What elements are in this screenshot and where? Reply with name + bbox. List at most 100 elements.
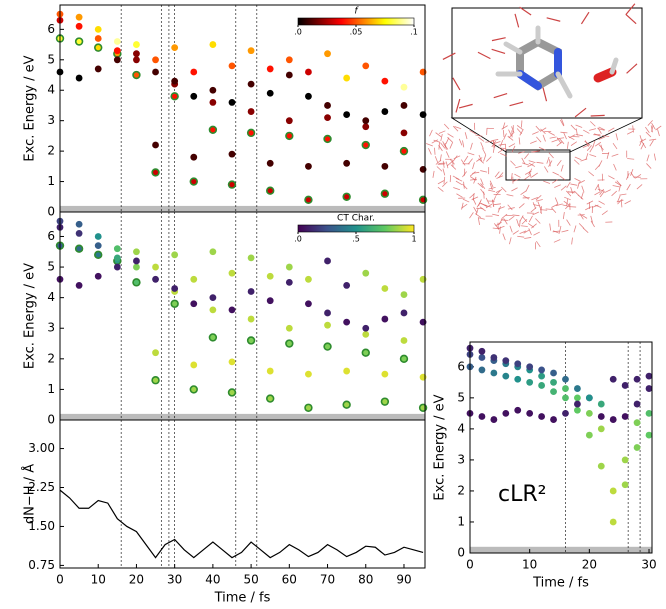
state-point [266, 367, 274, 375]
state-point [478, 354, 486, 361]
h-atom [555, 71, 573, 99]
state-point [113, 38, 121, 45]
state-point [362, 117, 370, 125]
axes-frame [469, 341, 653, 554]
water-molecule [469, 212, 474, 219]
state-point [266, 186, 275, 195]
water-molecule [566, 181, 571, 189]
state-point [133, 263, 140, 271]
water-molecule [452, 155, 458, 162]
state-point [266, 297, 274, 305]
water-molecule [601, 210, 608, 216]
water-molecule [568, 136, 575, 141]
state-point [227, 180, 237, 189]
water-molecule [566, 219, 571, 226]
state-point [633, 419, 641, 427]
colorbar-label: CT Char. [337, 214, 375, 224]
water-molecule [630, 168, 634, 176]
water-molecule [575, 128, 578, 136]
water-molecule [570, 124, 577, 131]
state-point [526, 363, 534, 371]
water-molecule [573, 159, 580, 165]
water-molecule [469, 193, 475, 199]
water-molecule [560, 131, 568, 134]
water-molecule [462, 198, 470, 203]
state-point [151, 376, 160, 385]
state-point [324, 114, 331, 122]
water-molecule [511, 145, 516, 153]
water-molecule [453, 187, 461, 191]
state-point [323, 342, 332, 351]
water-molecule [519, 230, 527, 235]
water-molecule [493, 141, 501, 145]
water-molecule [546, 156, 550, 164]
water-molecule [475, 213, 482, 218]
water-molecule [594, 191, 601, 196]
water-molecule [479, 206, 486, 212]
colorbar-tick-label: .0 [294, 28, 302, 37]
colorbar-tick-label: .5 [352, 235, 360, 244]
shaded-band [470, 546, 652, 553]
water-molecule [594, 141, 602, 147]
water-molecule [625, 13, 637, 25]
water-molecule [433, 139, 441, 143]
water-molecule [478, 199, 482, 206]
water-molecule [437, 186, 444, 192]
state-point [362, 62, 370, 70]
x-axis-label: Time / fs [214, 591, 271, 606]
state-point [75, 282, 83, 289]
water-molecule [432, 170, 435, 178]
water-molecule [568, 134, 576, 139]
water-molecule [469, 171, 476, 177]
state-point [324, 321, 331, 329]
water-molecule [502, 122, 506, 130]
y-tick-label: 4 [47, 83, 55, 97]
state-point [170, 92, 179, 101]
water-molecule [580, 158, 588, 162]
state-point [305, 275, 312, 283]
water-molecule [644, 126, 650, 134]
state-point [362, 269, 370, 277]
water-molecule [574, 156, 582, 161]
water-molecule [491, 48, 506, 54]
state-point [266, 89, 274, 97]
state-point [227, 388, 237, 397]
state-point [526, 378, 534, 386]
state-point [75, 220, 83, 228]
water-molecule [528, 228, 532, 235]
water-molecule [495, 188, 503, 193]
x-tick-label: 30 [167, 573, 182, 587]
water-molecule [597, 188, 605, 192]
y-axis-label: Exc. Energy / eV [23, 55, 38, 161]
y-tick-label: 2.25 [28, 480, 55, 494]
water-molecule [585, 206, 592, 211]
state-point [490, 369, 498, 377]
state-point [305, 300, 312, 308]
panel: 0 1 2 3 4 5 6 0 10 20 30 Time / fs Exc. Energy / eV c… [433, 341, 657, 591]
y-tick-label: 3.00 [28, 441, 55, 455]
y-tick-label: 3 [47, 321, 55, 335]
state-point [550, 369, 557, 377]
state-point [285, 117, 293, 125]
water-molecule [562, 204, 570, 207]
state-point [645, 385, 653, 392]
state-point [550, 388, 557, 396]
water-molecule [535, 125, 541, 132]
water-molecule [611, 153, 619, 157]
state-point [343, 367, 351, 375]
water-molecule [438, 130, 446, 134]
state-point [189, 385, 198, 394]
water-molecule [612, 142, 618, 150]
water-molecule [604, 189, 611, 194]
water-molecule [535, 194, 542, 201]
water-molecule [518, 203, 525, 209]
y-tick-label: 0.75 [28, 558, 55, 572]
water-molecule [517, 235, 525, 238]
axes-frame [59, 419, 426, 569]
water-molecule [486, 156, 492, 162]
water-molecule [570, 183, 578, 186]
state-point [228, 358, 236, 366]
y-axis-label: Exc. Energy / eV [433, 394, 448, 500]
water-molecule [502, 233, 506, 241]
water-molecule [582, 144, 590, 148]
